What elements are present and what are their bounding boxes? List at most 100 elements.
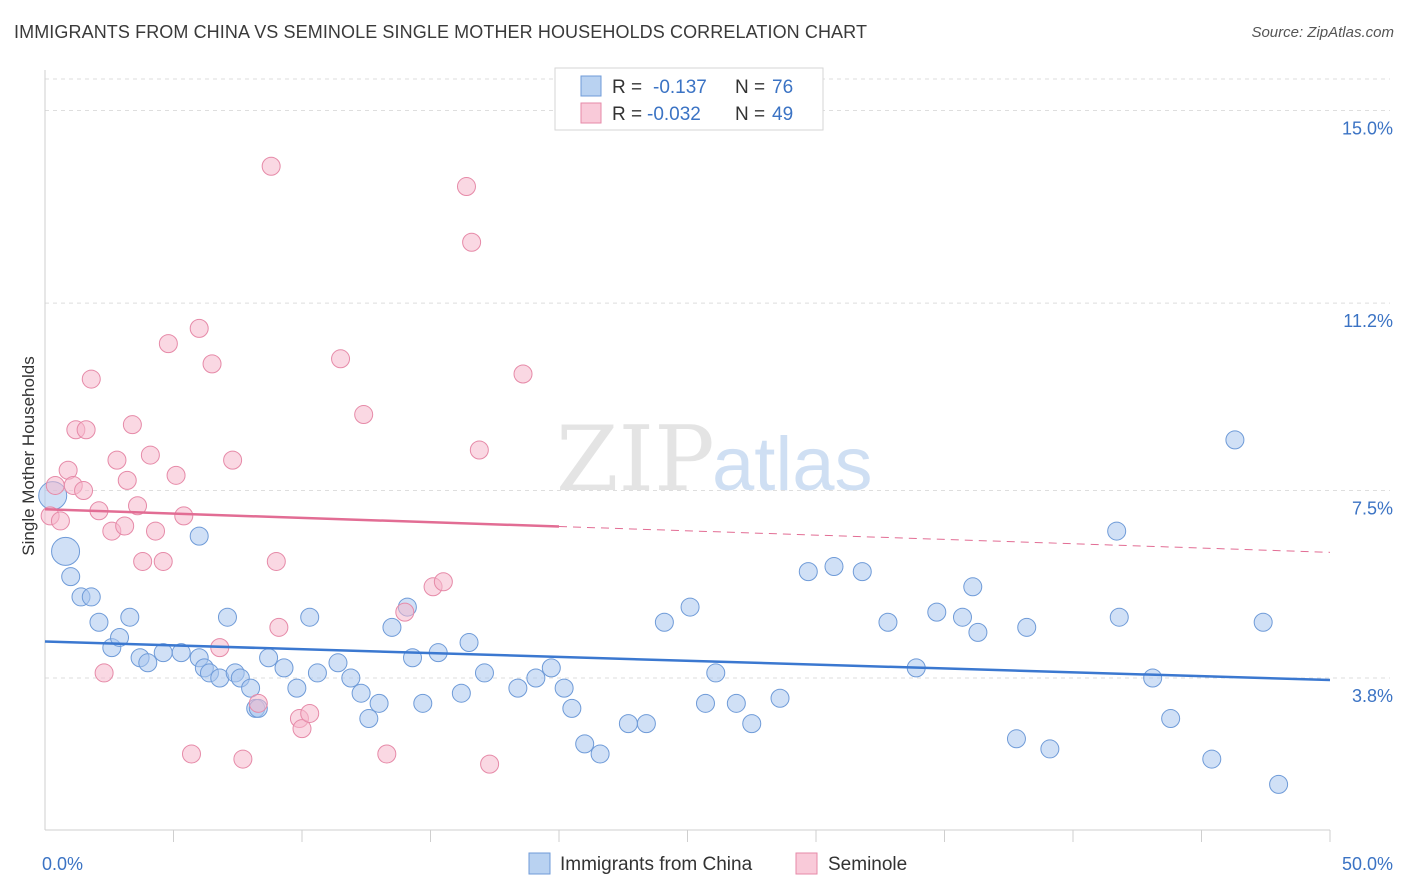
data-point	[153, 551, 173, 571]
data-point	[189, 318, 209, 338]
gridlines	[45, 78, 1390, 679]
data-point	[456, 177, 476, 197]
data-point	[1017, 617, 1037, 637]
data-point	[1269, 774, 1289, 794]
chart-source: Source: ZipAtlas.com	[1251, 24, 1394, 41]
data-point	[122, 415, 142, 435]
data-point	[81, 587, 101, 607]
data-point	[1006, 729, 1026, 749]
data-point	[300, 703, 320, 723]
legend-r-value-china: -0.137	[653, 77, 707, 98]
watermark-atlas: atlas	[712, 422, 873, 507]
data-point	[354, 405, 374, 425]
data-point	[115, 516, 135, 536]
data-point	[1225, 430, 1245, 450]
data-point	[1202, 749, 1222, 769]
data-point	[413, 693, 433, 713]
data-point	[508, 678, 528, 698]
data-point	[189, 526, 209, 546]
data-point	[377, 744, 397, 764]
data-point	[174, 506, 194, 526]
data-point	[217, 607, 237, 627]
data-point	[61, 567, 81, 587]
legend-n-value-seminole: 49	[772, 104, 793, 125]
data-point	[1040, 739, 1060, 759]
data-point	[474, 663, 494, 683]
x-tick-label-max: 50.0%	[1342, 854, 1393, 874]
data-point	[433, 572, 453, 592]
legend-r-value-seminole: -0.032	[647, 104, 701, 125]
bottom-legend-label-china: Immigrants from China	[560, 854, 753, 875]
trend-lines	[44, 508, 1331, 682]
data-point	[158, 334, 178, 354]
data-point	[166, 465, 186, 485]
data-point	[706, 663, 726, 683]
data-point	[307, 663, 327, 683]
legend-r-label-seminole: R =	[612, 104, 642, 125]
data-point	[480, 754, 500, 774]
data-point	[369, 693, 389, 713]
data-point	[952, 607, 972, 627]
data-point	[526, 668, 546, 688]
data-point	[138, 653, 158, 673]
data-point	[94, 663, 114, 683]
data-point	[248, 693, 268, 713]
data-point	[1107, 521, 1127, 541]
trend-line-extension	[558, 526, 1331, 553]
data-point	[110, 627, 130, 647]
data-point	[241, 678, 261, 698]
data-point	[462, 232, 482, 252]
data-point	[51, 536, 81, 566]
data-point	[554, 678, 574, 698]
y-axis-label: Single Mother Households	[19, 356, 38, 555]
data-point	[202, 354, 222, 374]
x-tick-label-min: 0.0%	[42, 854, 83, 874]
data-point	[223, 450, 243, 470]
data-point	[341, 668, 361, 688]
data-point	[117, 470, 137, 490]
y-tick-label: 7.5%	[1352, 499, 1393, 519]
data-point	[269, 617, 289, 637]
bottom-legend-label-seminole: Seminole	[828, 854, 907, 875]
data-point	[76, 420, 96, 440]
legend-swatch-china	[580, 75, 602, 97]
chart-title: IMMIGRANTS FROM CHINA VS SEMINOLE SINGLE…	[14, 22, 868, 42]
data-point	[382, 617, 402, 637]
data-point	[824, 557, 844, 577]
data-point	[680, 597, 700, 617]
data-point	[1109, 607, 1129, 627]
data-point	[45, 475, 65, 495]
legend-swatch-seminole	[580, 102, 602, 124]
data-point	[575, 734, 595, 754]
data-point	[300, 607, 320, 627]
data-point	[770, 688, 790, 708]
data-point	[266, 551, 286, 571]
data-point	[89, 612, 109, 632]
x-tick-labels: 0.0% 50.0%	[42, 854, 1393, 874]
data-point	[395, 602, 415, 622]
legend-r-label-china: R =	[612, 77, 642, 98]
data-point	[469, 440, 489, 460]
data-point	[1161, 709, 1181, 729]
data-point	[140, 445, 160, 465]
y-tick-label: 15.0%	[1342, 119, 1393, 139]
data-point	[541, 658, 561, 678]
data-point	[74, 481, 94, 501]
data-point	[351, 683, 371, 703]
watermark-zip: ZIP	[556, 407, 715, 512]
trend-line	[44, 640, 1331, 682]
y-tick-label: 3.8%	[1352, 686, 1393, 706]
data-point	[968, 622, 988, 642]
data-point	[233, 749, 253, 769]
data-point	[742, 714, 762, 734]
y-tick-labels: 3.8% 7.5% 11.2% 15.0%	[1342, 119, 1393, 706]
data-point	[261, 156, 281, 176]
data-point	[636, 714, 656, 734]
data-point	[726, 693, 746, 713]
trend-line	[44, 508, 560, 528]
data-point	[181, 744, 201, 764]
bottom-legend: Immigrants from China Seminole	[528, 852, 907, 875]
legend-n-label-china: N =	[735, 77, 765, 98]
x-ticks	[173, 830, 1331, 842]
